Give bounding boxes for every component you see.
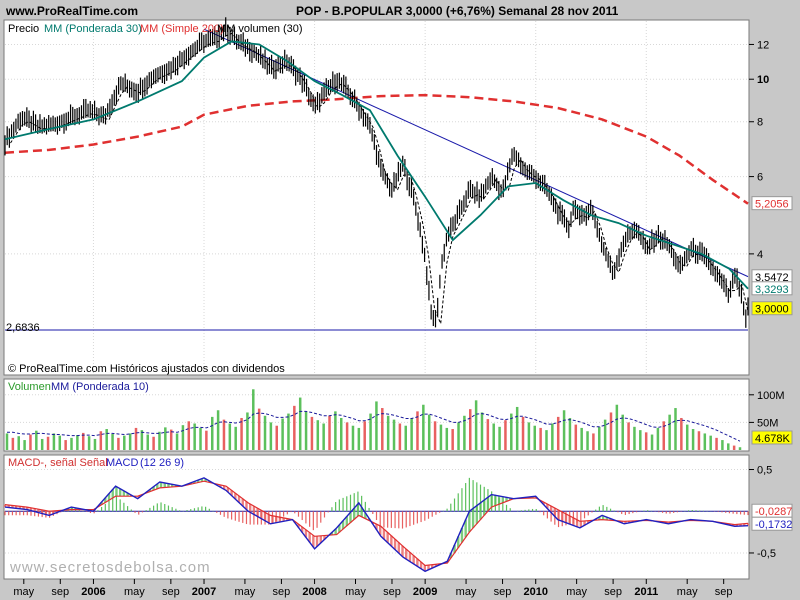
legend-wma30: MM (Ponderada 30) [44,23,142,35]
x-axis-label: 2009 [413,586,437,598]
price-panel [3,19,750,376]
x-axis-label: may [235,586,256,598]
site-label[interactable]: www.ProRealTime.com [6,4,139,18]
x-axis-label: sep [715,586,733,598]
legend-macd-params: (12 26 9) [140,457,184,469]
wma30-value-tag: 3,3293 [755,284,789,296]
legend-volume-ma: MM volumen (30) [217,23,303,35]
x-axis-label: sep [383,586,401,598]
x-axis-label: sep [162,586,180,598]
price-layer [4,17,749,331]
trendline-value-tag: 3,5472 [755,272,789,284]
x-axis-label: 2006 [81,586,105,598]
x-axis-label: sep [51,586,69,598]
macd-line [4,477,749,573]
x-axis-label: sep [494,586,512,598]
watermark: www.secretosdebolsa.com [9,559,211,576]
wma30-value-tag-box [751,281,793,296]
macd-ytick-label: 0,5 [757,465,772,477]
price-ytick-label: 10 [757,74,769,86]
x-axis-label: 2007 [192,586,216,598]
macd-ytick-label: -0,5 [757,548,776,560]
volume-tag-box [751,430,793,445]
sma200-line [4,93,749,205]
volume-grid [5,394,748,423]
x-axis-label: may [124,586,145,598]
resistance-trendline [203,28,749,278]
x-axis-label: 2011 [634,586,658,598]
x-axis-label: sep [604,586,622,598]
support-label: 2,6836 [6,322,40,334]
legend-sma200: MM (Simple 200) [140,23,224,35]
legend-macd-diff: MACD-, señal Señal [8,457,108,469]
macd-value-tag-box [751,516,793,531]
wma30-line [4,40,749,290]
legend-macd: MACD [106,457,138,469]
legend-volume-wma: MM (Ponderada 10) [51,381,149,393]
macd-value-tag: -0,1732 [755,519,792,531]
volume-ytick-label: 50M [757,417,778,429]
volume-value-tag: 4.678K [755,433,791,445]
instrument-title: POP - B.POPULAR 3,0000 (+6,76%) Semanal … [296,4,619,18]
macd-diff-value-tag: -0,0287 [755,506,792,518]
x-axis-label: may [566,586,587,598]
price-ytick-label: 8 [757,117,763,129]
price-ytick-label: 12 [757,39,769,51]
last-price-tag: 3,0000 [755,304,789,316]
attribution: © ProRealTime.com Históricos ajustados c… [8,363,285,375]
x-axis-label: may [456,586,477,598]
y-axis: 12 10 8 6 4 100M 50M 0,5 -0,5 [749,39,785,560]
volume-layer [5,389,742,450]
x-axis-label: may [13,586,34,598]
macd-layer [3,477,750,573]
legend-price: Precio [8,23,39,35]
price-ytick-label: 4 [757,249,763,261]
x-axis-label: may [677,586,698,598]
signal-line [4,480,749,567]
volume-ma-line [7,410,741,442]
sma200-value-tag-box [751,196,793,211]
last-price-tag-box [751,301,793,316]
volume-ytick-label: 100M [757,390,785,402]
sma200-value-tag: 5,2056 [755,199,789,211]
x-axis: may sep 2006 may sep 2007 may sep 2008 may sep 2009… [13,579,733,598]
x-axis-label: may [345,586,366,598]
price-ytick-label: 6 [757,172,763,184]
x-axis-label: 2008 [302,586,326,598]
x-axis-label: sep [273,586,291,598]
legend-volume: Volumen [8,381,51,393]
x-axis-label: 2010 [523,586,547,598]
